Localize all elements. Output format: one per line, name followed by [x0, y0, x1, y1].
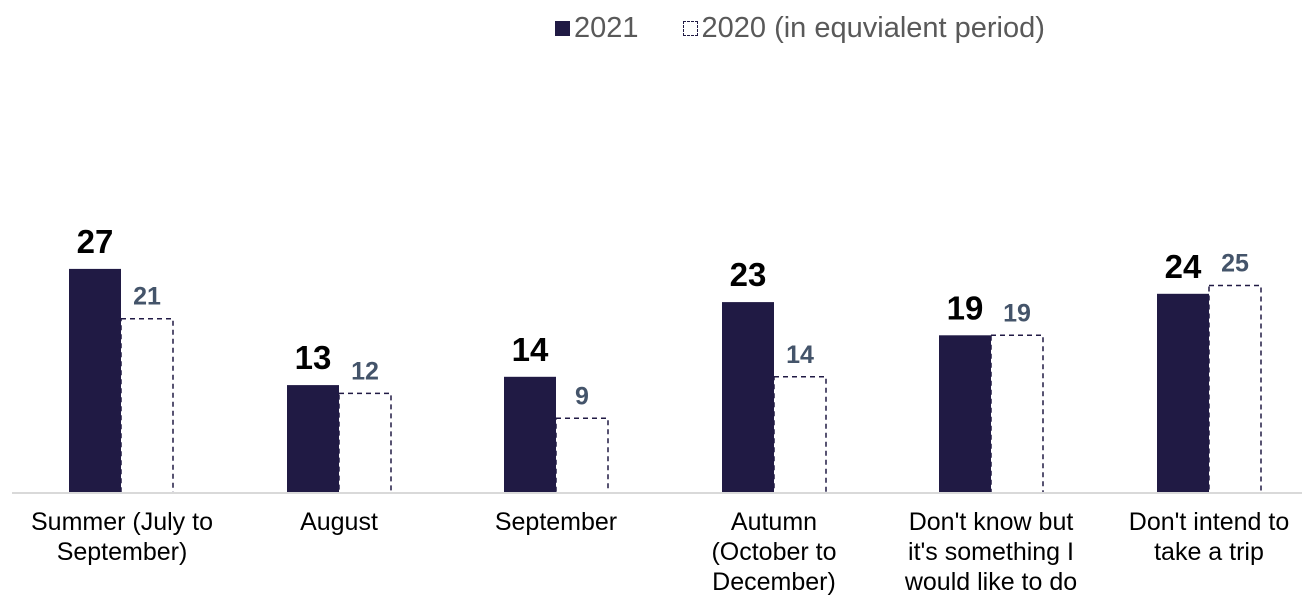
category-label-line: Don't intend to	[1129, 508, 1289, 536]
value-label-2020-4: 19	[1003, 299, 1031, 327]
value-label-2021-1: 13	[295, 339, 332, 376]
legend-swatch-2020	[682, 20, 698, 36]
category-label-line: Don't know but	[909, 508, 1074, 536]
legend-swatch-2021	[555, 20, 570, 36]
value-label-2021-3: 23	[730, 256, 767, 293]
bar-2020-3	[773, 376, 827, 494]
bar-2021-1	[287, 385, 339, 493]
value-label-2021-5: 24	[1165, 248, 1202, 285]
category-label-3: Autumn (October to December)	[711, 508, 836, 596]
bar-2021-3	[722, 302, 774, 493]
value-labels-layer: 27 13 14 23 19 24 21 12 9 14 19 25	[77, 223, 1249, 410]
category-labels-layer: Summer (July to September) August September…	[31, 508, 1289, 596]
legend-label-2020: 2020 (in equvialent period)	[701, 11, 1045, 44]
category-label-line: August	[300, 508, 378, 536]
bar-2020-2	[555, 417, 609, 494]
legend-item-2020: 2020 (in equvialent period)	[682, 11, 1045, 45]
legend-item-2021: 2021	[555, 12, 639, 45]
chart-legend: 2021 2020 (in equvialent period)	[555, 8, 1045, 48]
bar-2021-0	[69, 268, 121, 493]
value-label-2020-5: 25	[1221, 250, 1249, 278]
category-label-line: Summer (July to	[31, 508, 213, 536]
bar-2021-2	[504, 376, 556, 493]
bars-layer	[69, 268, 1262, 494]
value-label-2020-1: 12	[351, 357, 379, 385]
bar-2020-4	[990, 334, 1044, 494]
legend-label-2021: 2021	[574, 11, 639, 44]
value-label-2021-4: 19	[947, 289, 984, 326]
bar-2020-0	[120, 317, 174, 494]
category-label-line: September)	[57, 538, 188, 566]
value-label-2021-0: 27	[77, 223, 114, 260]
bar-2021-4	[939, 335, 991, 493]
category-label-line: it's something I	[908, 538, 1074, 566]
bar-2020-5	[1208, 284, 1262, 494]
category-label-0: Summer (July to September)	[31, 508, 213, 566]
category-label-line: September	[495, 508, 617, 536]
value-label-2020-2: 9	[575, 382, 589, 410]
category-label-2: September	[495, 508, 617, 536]
category-label-line: would like to do	[904, 568, 1077, 596]
bar-2020-1	[338, 392, 392, 494]
category-label-line: December)	[712, 568, 836, 596]
category-label-5: Don't intend to take a trip	[1129, 508, 1289, 566]
bar-2021-5	[1157, 293, 1209, 493]
value-label-2020-0: 21	[133, 283, 161, 311]
category-label-line: (October to	[711, 538, 836, 566]
category-label-1: August	[300, 508, 378, 536]
value-label-2021-2: 14	[512, 331, 549, 368]
category-label-line: Autumn	[731, 508, 817, 536]
category-label-line: take a trip	[1154, 538, 1264, 566]
value-label-2020-3: 14	[786, 341, 814, 369]
